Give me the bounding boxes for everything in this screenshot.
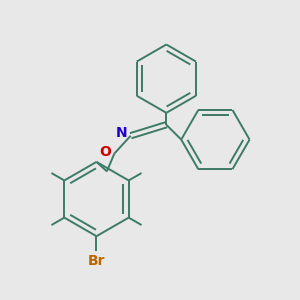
Text: O: O	[100, 145, 111, 159]
Text: N: N	[116, 126, 127, 140]
Text: Br: Br	[88, 254, 105, 268]
